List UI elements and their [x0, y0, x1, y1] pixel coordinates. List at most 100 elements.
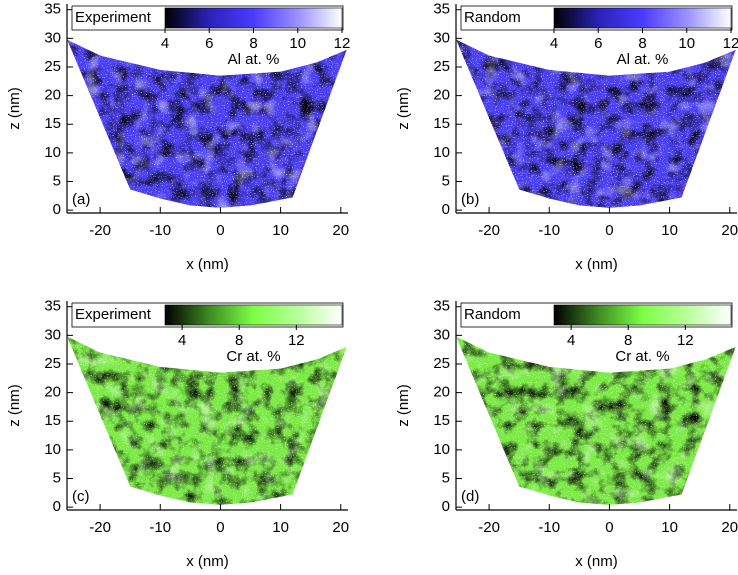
heatmap [456, 336, 736, 505]
y-tick-label: 25 [44, 58, 61, 75]
x-tick-label: 0 [216, 519, 224, 536]
x-tick-label: 10 [272, 519, 289, 536]
y-tick-label: 0 [53, 201, 61, 218]
colorbar-tick-label: 12 [723, 35, 738, 52]
y-tick-label: 0 [53, 498, 61, 515]
colorbar-label: Al at. % [617, 51, 669, 68]
y-tick-label: 35 [44, 1, 61, 18]
x-tick-label: -10 [538, 222, 560, 239]
x-tick-label: -20 [89, 222, 111, 239]
panel-label: (c) [72, 488, 90, 505]
legend-label: Experiment [75, 306, 152, 323]
x-tick-label: 20 [721, 519, 738, 536]
y-tick-label: 5 [442, 469, 450, 486]
x-tick-label: 0 [605, 222, 613, 239]
y-tick-label: 10 [44, 144, 61, 161]
colorbar-label: Al at. % [228, 51, 280, 68]
colorbar [553, 304, 732, 326]
colorbar [164, 304, 343, 326]
panel: 0 5 10 15 20 25 30 35 -20 -10 0 10 20 x (nm) z (nm) (c)… [6, 298, 349, 570]
x-tick-label: -10 [538, 519, 560, 536]
panel-label: (b) [461, 191, 479, 208]
y-tick-label: 5 [53, 172, 61, 189]
y-tick-label: 15 [44, 412, 61, 429]
legend-label: Experiment [75, 9, 152, 26]
y-tick-label: 15 [433, 412, 450, 429]
colorbar-tick-label: 8 [624, 332, 632, 349]
colorbar-tick-label: 4 [178, 332, 186, 349]
colorbar-tick-label: 8 [249, 35, 257, 52]
y-tick-label: 15 [44, 115, 61, 132]
x-tick-label: -10 [149, 519, 171, 536]
colorbar-label: Cr at. % [615, 348, 669, 365]
y-tick-label: 25 [44, 355, 61, 372]
y-tick-label: 20 [433, 87, 450, 104]
y-tick-label: 25 [433, 355, 450, 372]
heatmap [67, 336, 347, 505]
colorbar-tick-label: 4 [550, 35, 558, 52]
y-tick-label: 0 [442, 498, 450, 515]
colorbar-tick-label: 8 [638, 35, 646, 52]
y-tick-label: 30 [44, 29, 61, 46]
colorbar-tick-label: 12 [288, 332, 305, 349]
x-tick-label: 0 [605, 519, 613, 536]
y-axis-label: z (nm) [6, 384, 23, 427]
colorbar-tick-label: 12 [677, 332, 694, 349]
speckle-texture [456, 336, 736, 505]
colorbar-label: Cr at. % [226, 348, 280, 365]
colorbar-tick-label: 4 [161, 35, 169, 52]
panel: 0 5 10 15 20 25 30 35 -20 -10 0 10 20 x (nm) z (nm) (b)… [395, 1, 738, 273]
x-tick-label: 10 [661, 222, 678, 239]
panel-label: (d) [461, 488, 479, 505]
y-tick-label: 20 [44, 384, 61, 401]
x-axis-label: x (nm) [186, 256, 229, 273]
colorbar [164, 7, 343, 29]
x-tick-label: 20 [332, 222, 349, 239]
x-axis-label: x (nm) [575, 553, 618, 570]
x-tick-label: 20 [721, 222, 738, 239]
y-axis-label: z (nm) [6, 87, 23, 130]
x-tick-label: -20 [478, 222, 500, 239]
colorbar-tick-label: 6 [594, 35, 602, 52]
x-tick-label: -20 [478, 519, 500, 536]
colorbar [553, 7, 732, 29]
y-tick-label: 5 [442, 172, 450, 189]
colorbar-tick-label: 6 [205, 35, 213, 52]
speckle-texture [67, 336, 347, 505]
y-tick-label: 30 [433, 326, 450, 343]
y-tick-label: 35 [433, 298, 450, 315]
y-tick-label: 15 [433, 115, 450, 132]
colorbar-tick-label: 10 [678, 35, 695, 52]
y-tick-label: 35 [44, 298, 61, 315]
y-axis-label: z (nm) [395, 384, 412, 427]
y-axis-label: z (nm) [395, 87, 412, 130]
x-tick-label: 20 [332, 519, 349, 536]
x-axis-label: x (nm) [186, 553, 229, 570]
panel: 0 5 10 15 20 25 30 35 -20 -10 0 10 20 x (nm) z (nm) (a)… [6, 1, 350, 273]
x-axis-label: x (nm) [575, 256, 618, 273]
y-tick-label: 20 [433, 384, 450, 401]
colorbar-tick-label: 10 [289, 35, 306, 52]
x-tick-label: -10 [149, 222, 171, 239]
colorbar-tick-label: 12 [334, 35, 351, 52]
x-tick-label: -20 [89, 519, 111, 536]
colorbar-tick-label: 8 [235, 332, 243, 349]
colorbar-tick-label: 4 [567, 332, 575, 349]
y-tick-label: 0 [442, 201, 450, 218]
y-tick-label: 25 [433, 58, 450, 75]
y-tick-label: 20 [44, 87, 61, 104]
y-tick-label: 10 [433, 441, 450, 458]
y-tick-label: 10 [44, 441, 61, 458]
x-tick-label: 10 [272, 222, 289, 239]
panel: 0 5 10 15 20 25 30 35 -20 -10 0 10 20 x (nm) z (nm) (d)… [395, 298, 738, 570]
legend-label: Random [464, 306, 521, 323]
x-tick-label: 10 [661, 519, 678, 536]
y-tick-label: 35 [433, 1, 450, 18]
y-tick-label: 5 [53, 469, 61, 486]
panel-label: (a) [72, 191, 90, 208]
y-tick-label: 10 [433, 144, 450, 161]
y-tick-label: 30 [433, 29, 450, 46]
legend-label: Random [464, 9, 521, 26]
x-tick-label: 0 [216, 222, 224, 239]
